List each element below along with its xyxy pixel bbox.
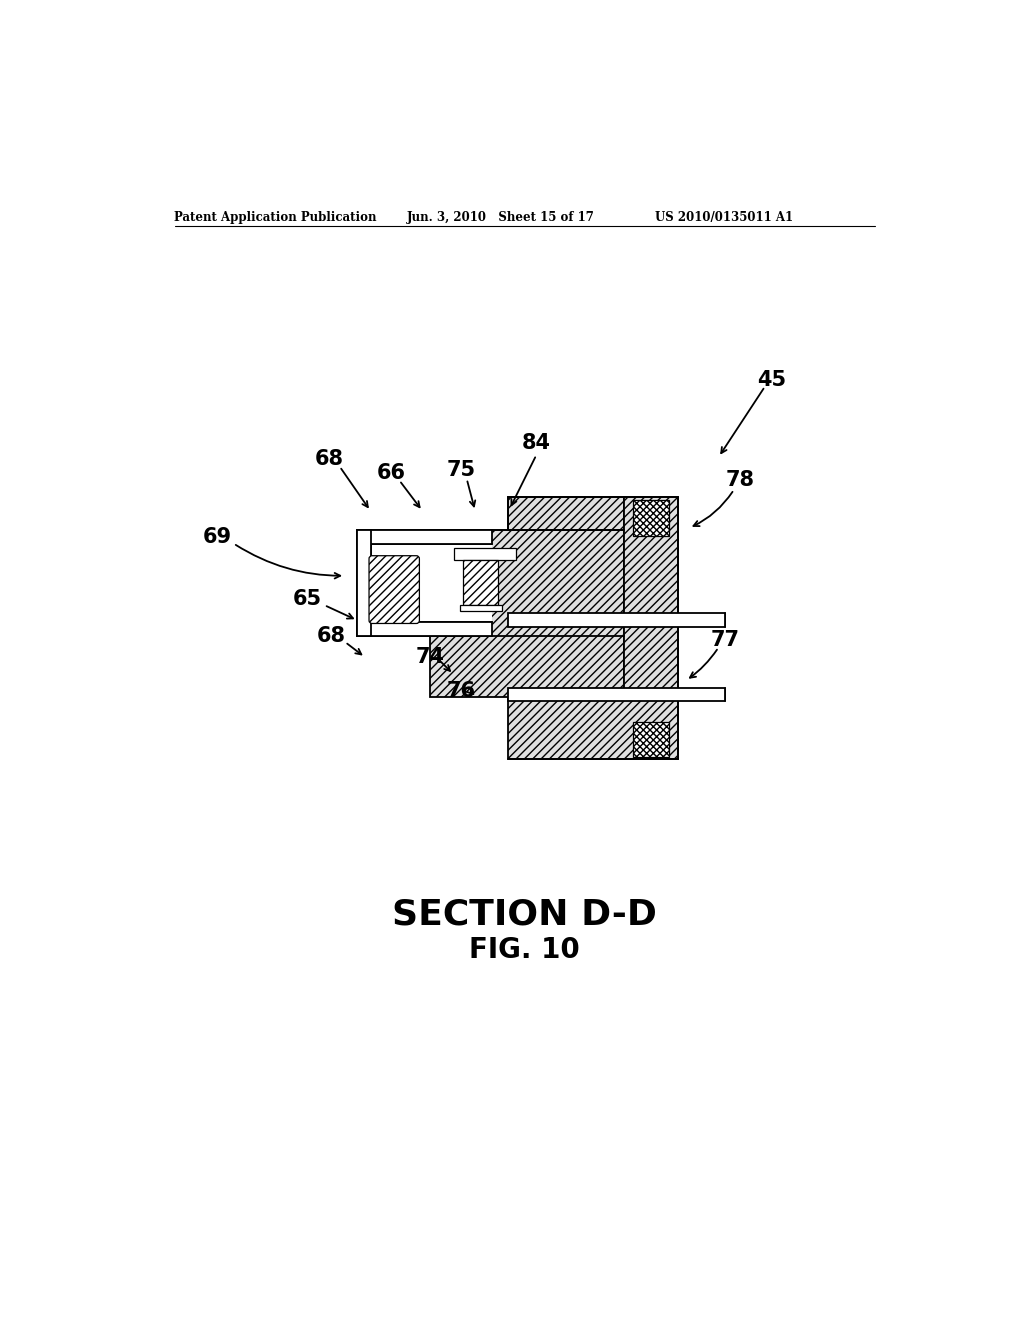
Text: SECTION D-D: SECTION D-D [392, 898, 657, 932]
Text: 74: 74 [416, 647, 444, 668]
Text: 68: 68 [316, 626, 345, 645]
Text: 76: 76 [446, 681, 476, 701]
Bar [357, 531, 493, 544]
Text: 68: 68 [315, 449, 344, 469]
Text: Patent Application Publication: Patent Application Publication [174, 211, 377, 224]
Bar [357, 531, 372, 636]
Bar [508, 688, 725, 701]
Bar [463, 560, 499, 605]
Bar [508, 697, 678, 759]
Bar [633, 500, 669, 536]
Text: 69: 69 [203, 527, 231, 548]
Text: 77: 77 [711, 631, 739, 651]
Text: 75: 75 [446, 461, 476, 480]
Text: 65: 65 [293, 589, 323, 609]
Bar [372, 558, 417, 620]
Bar [357, 622, 493, 636]
Bar [508, 498, 624, 531]
Bar [460, 605, 502, 611]
Text: 84: 84 [522, 433, 551, 453]
Bar [624, 498, 678, 697]
Bar [454, 548, 515, 560]
Text: 45: 45 [757, 370, 785, 391]
Bar [508, 612, 725, 627]
Bar [633, 722, 669, 758]
FancyBboxPatch shape [369, 556, 420, 623]
Text: Jun. 3, 2010   Sheet 15 of 17: Jun. 3, 2010 Sheet 15 of 17 [407, 211, 595, 224]
Text: FIG. 10: FIG. 10 [469, 936, 581, 964]
Text: 78: 78 [726, 470, 755, 490]
Bar [430, 531, 624, 697]
Text: US 2010/0135011 A1: US 2010/0135011 A1 [655, 211, 794, 224]
Bar [372, 544, 493, 622]
Text: 66: 66 [377, 462, 406, 483]
